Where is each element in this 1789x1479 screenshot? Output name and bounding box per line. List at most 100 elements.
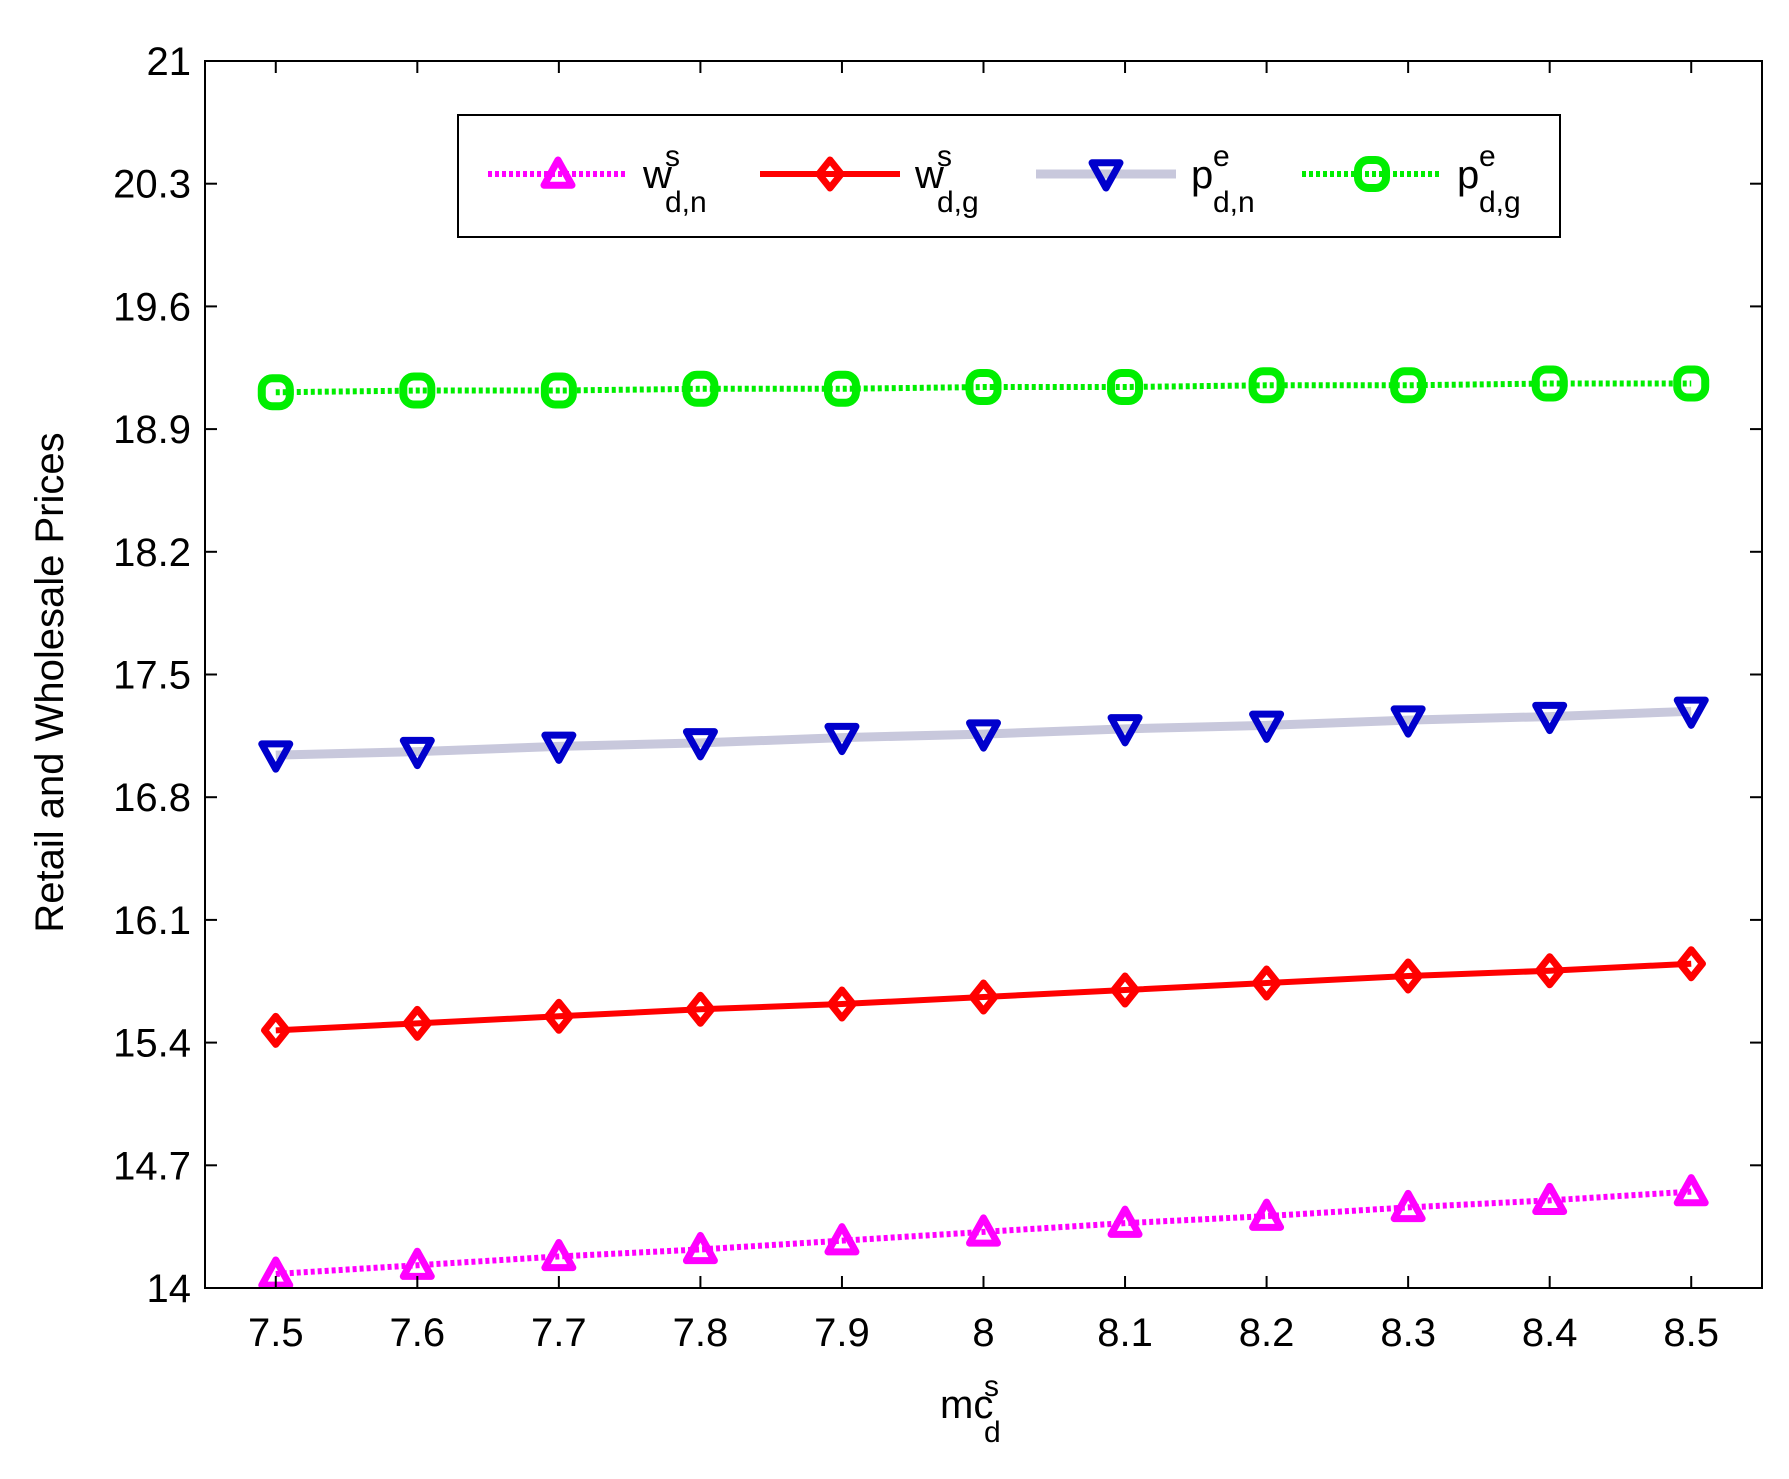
x-tick-label: 8.1: [1097, 1311, 1153, 1355]
plot-area: [205, 61, 1762, 1288]
legend-label-base: w: [642, 153, 672, 197]
legend-marker: [1354, 156, 1390, 192]
x-axis-label-base: mc: [940, 1383, 993, 1427]
series-3: [258, 696, 1709, 773]
plot-background: [205, 61, 1762, 1288]
data-point: [1673, 1174, 1709, 1207]
legend-label-sup: s: [665, 140, 680, 173]
data-point: [827, 986, 857, 1022]
data-point: [1107, 1205, 1143, 1238]
data-point: [682, 728, 718, 761]
legend-label-base: w: [914, 153, 944, 197]
legend-entry-2: ws d,g: [760, 140, 979, 219]
x-tick-label: 7.5: [248, 1311, 304, 1355]
series-layer: [257, 365, 1710, 1289]
x-tick-label: 7.7: [531, 1311, 587, 1355]
y-axis-label: Retail and Wholesale Prices: [28, 432, 72, 932]
data-point: [966, 1214, 1001, 1247]
data-point: [399, 372, 436, 409]
y-tick-label: 14: [147, 1267, 192, 1311]
legend-label-base: p: [1457, 153, 1479, 197]
legend-box: [457, 114, 1561, 238]
data-point: [1390, 1189, 1426, 1223]
legend-marker: [815, 156, 845, 192]
x-tick-label: 8.5: [1663, 1311, 1719, 1355]
data-point: [1390, 705, 1426, 738]
legend-label: p e d,g: [1457, 140, 1521, 219]
series-1: [258, 1174, 1709, 1289]
data-point: [682, 1231, 718, 1265]
x-axis-label-sup: s: [984, 1370, 999, 1403]
data-point: [1393, 958, 1423, 994]
legend-label: ws d,g: [914, 140, 979, 219]
legend-label: ws d,n: [642, 140, 707, 219]
legend-label: p e d,n: [1191, 140, 1255, 219]
y-tick-label: 14.7: [113, 1144, 191, 1188]
data-point: [541, 1238, 577, 1272]
series-line-1: [275, 1188, 1692, 1277]
data-point: [966, 719, 1001, 752]
data-point: [1110, 972, 1140, 1008]
x-tick-label: 7.9: [814, 1311, 870, 1355]
legend-marker: [1088, 159, 1124, 192]
data-point: [968, 979, 999, 1015]
axes-layer: 14 14.7 15.4 16.1 16.8 17.5 18.2 18.9 19.6 20.3 21…: [113, 40, 1763, 1355]
data-point: [1673, 365, 1710, 402]
data-point: [541, 731, 577, 764]
legend-entry-3: p e d,n: [1036, 140, 1255, 219]
x-tick-label: 8.3: [1380, 1311, 1436, 1355]
legend-entry-1: ws d,n: [488, 140, 707, 219]
legend-label-sub: d,g: [1479, 186, 1521, 219]
x-tick-label: 7.6: [390, 1311, 446, 1355]
x-tick-label: 7.8: [673, 1311, 729, 1355]
data-point: [685, 991, 716, 1027]
y-tick-label: 18.9: [113, 408, 191, 452]
y-tick-label: 18.2: [113, 531, 191, 575]
legend-label-sup: e: [1213, 140, 1230, 173]
legend-label-sup: s: [937, 140, 952, 173]
legend-label-sup: e: [1479, 140, 1496, 173]
data-point: [682, 370, 719, 407]
data-point: [544, 998, 574, 1034]
y-tick-label: 20.3: [113, 163, 191, 207]
data-point: [824, 722, 860, 756]
data-point: [824, 1223, 860, 1256]
legend-label-sub: d,g: [937, 186, 979, 219]
data-point: [1251, 965, 1282, 1001]
y-tick-label: 16.8: [113, 776, 191, 820]
data-point: [402, 1005, 433, 1041]
y-tick-label: 15.4: [113, 1022, 191, 1066]
y-tick-label: 16.1: [113, 899, 191, 943]
data-point: [1107, 714, 1143, 747]
legend-label-sub: d,n: [665, 186, 707, 219]
data-point: [823, 370, 860, 407]
data-point: [1248, 367, 1285, 404]
data-point: [1390, 367, 1427, 404]
series-2: [261, 946, 1706, 1048]
data-point: [399, 736, 435, 770]
data-point: [258, 740, 294, 773]
legend-entry-4: p e d,g: [1302, 140, 1521, 219]
legend-label-sub: d,n: [1213, 186, 1255, 219]
data-point: [261, 1012, 291, 1048]
data-point: [1532, 701, 1568, 735]
data-point: [1673, 696, 1709, 729]
data-point: [257, 374, 294, 411]
data-point: [1532, 1182, 1568, 1216]
data-point: [1676, 946, 1706, 982]
x-tick-label: 8.4: [1522, 1311, 1578, 1355]
series-line-2: [275, 960, 1692, 1034]
series-line-4: [275, 380, 1692, 396]
data-point: [1107, 369, 1144, 406]
legend-marker: [540, 156, 576, 189]
x-tick-label: 8: [972, 1311, 994, 1355]
data-point: [1249, 710, 1285, 743]
x-axis-label-sub: d: [984, 1416, 1001, 1449]
data-point: [1534, 953, 1565, 989]
legend-label-base: p: [1191, 153, 1213, 197]
series-line-3: [275, 706, 1692, 760]
